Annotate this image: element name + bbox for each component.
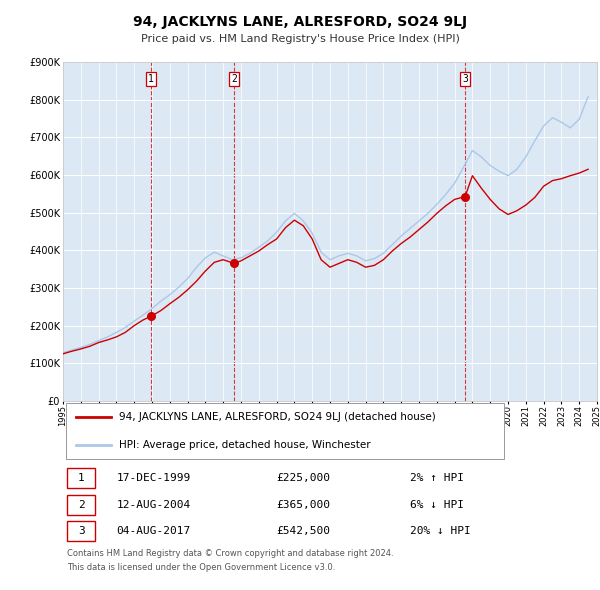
Text: Price paid vs. HM Land Registry's House Price Index (HPI): Price paid vs. HM Land Registry's House … xyxy=(140,34,460,44)
FancyBboxPatch shape xyxy=(67,494,95,514)
Text: 20% ↓ HPI: 20% ↓ HPI xyxy=(410,526,471,536)
Text: 04-AUG-2017: 04-AUG-2017 xyxy=(116,526,191,536)
Text: 3: 3 xyxy=(78,526,85,536)
FancyBboxPatch shape xyxy=(65,404,503,458)
FancyBboxPatch shape xyxy=(67,521,95,540)
Text: 94, JACKLYNS LANE, ALRESFORD, SO24 9LJ: 94, JACKLYNS LANE, ALRESFORD, SO24 9LJ xyxy=(133,15,467,29)
Text: 12-AUG-2004: 12-AUG-2004 xyxy=(116,500,191,510)
Text: 1: 1 xyxy=(78,473,85,483)
Text: 2: 2 xyxy=(78,500,85,510)
Text: 94, JACKLYNS LANE, ALRESFORD, SO24 9LJ (detached house): 94, JACKLYNS LANE, ALRESFORD, SO24 9LJ (… xyxy=(119,412,436,422)
Text: HPI: Average price, detached house, Winchester: HPI: Average price, detached house, Winc… xyxy=(119,440,371,450)
Text: £542,500: £542,500 xyxy=(277,526,331,536)
FancyBboxPatch shape xyxy=(67,468,95,489)
Text: £225,000: £225,000 xyxy=(277,473,331,483)
Text: 6% ↓ HPI: 6% ↓ HPI xyxy=(410,500,464,510)
Text: 2: 2 xyxy=(231,74,237,84)
Text: 2% ↑ HPI: 2% ↑ HPI xyxy=(410,473,464,483)
Text: 1: 1 xyxy=(148,74,154,84)
Text: This data is licensed under the Open Government Licence v3.0.: This data is licensed under the Open Gov… xyxy=(67,563,335,572)
Text: £365,000: £365,000 xyxy=(277,500,331,510)
Text: Contains HM Land Registry data © Crown copyright and database right 2024.: Contains HM Land Registry data © Crown c… xyxy=(67,549,394,559)
Text: 17-DEC-1999: 17-DEC-1999 xyxy=(116,473,191,483)
Text: 3: 3 xyxy=(462,74,468,84)
